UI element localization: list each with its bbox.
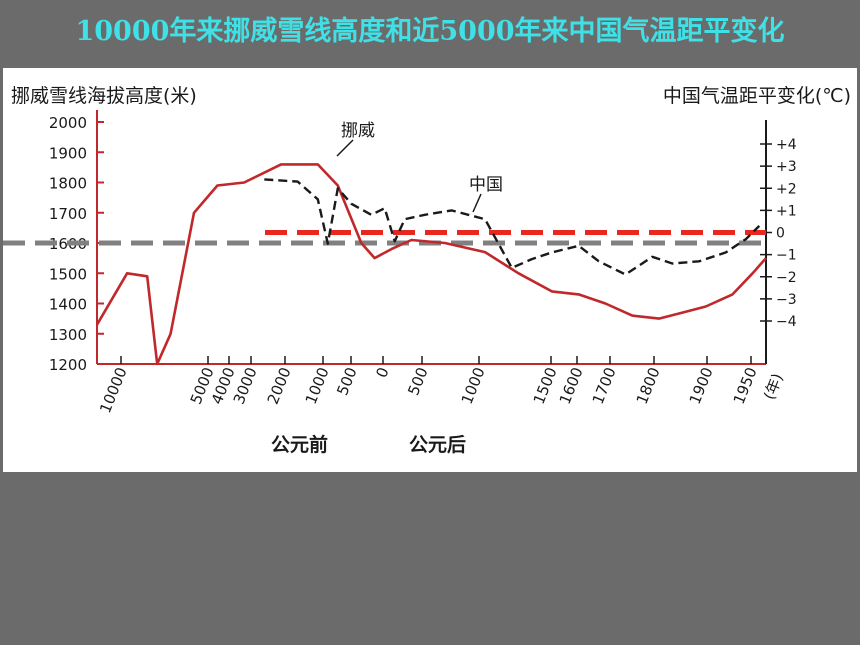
axes: [96, 110, 767, 365]
y-left-tick-label: 1400: [49, 296, 87, 314]
x-tick-label: 1700: [589, 365, 620, 407]
y-left-tick-label: 1500: [49, 265, 87, 283]
y-left-tick-label: 1900: [49, 144, 87, 162]
y-right-tick-label: −4: [776, 314, 797, 330]
x-tick-label: 1000: [302, 365, 333, 407]
x-tick-label: 500: [404, 365, 431, 398]
x-tick-label: 0: [372, 365, 392, 381]
y-right-tick-label: +2: [776, 181, 797, 197]
x-tick-label: 1900: [686, 365, 717, 407]
series-line-china: [264, 178, 761, 276]
x-tick-label: 1800: [633, 365, 664, 407]
y-left-tick-label: 1200: [49, 356, 87, 374]
chart-panel: 挪威雪线海拔高度(米) 中国气温距平变化(℃) 2000 1900 1800 1700…: [3, 68, 857, 472]
x-tick-label: 10000: [96, 365, 131, 416]
y-right-tick-label: +3: [776, 159, 797, 175]
slide-title: 10000年来挪威雪线高度和近5000年来中国气温距平变化: [75, 16, 785, 47]
reference-lines: [3, 230, 766, 246]
series-group: [95, 163, 767, 366]
x-unit-label: (年): [760, 371, 787, 403]
y-right-tick-label: −1: [776, 248, 797, 264]
callout-norway: [336, 139, 354, 157]
y-left-tick-label: 1300: [49, 326, 87, 344]
y-right-axis-label: 中国气温距平变化(℃): [663, 85, 851, 107]
x-tick-label: 1600: [556, 365, 587, 407]
era-label-ad: 公元后: [409, 434, 466, 456]
y-right-tick-label: −2: [776, 270, 797, 286]
x-tick-label: 500: [333, 365, 360, 398]
chart-svg: 挪威雪线海拔高度(米) 中国气温距平变化(℃) 2000 1900 1800 1700…: [3, 85, 851, 456]
series-line-norway: [95, 163, 767, 366]
era-label-bc: 公元前: [271, 433, 328, 456]
x-tick-label: 1950: [730, 365, 761, 407]
series-label-norway: 挪威: [341, 121, 375, 141]
x-tick-label: 2000: [264, 365, 295, 407]
y-right-tick-label: 0: [776, 226, 785, 242]
y-right-tick-label: −3: [776, 292, 797, 308]
x-tick-label: 1000: [458, 365, 489, 407]
y-left-tick-label: 1800: [49, 175, 87, 193]
callout-china: [472, 193, 482, 213]
y-left-axis-label: 挪威雪线海拔高度(米): [11, 85, 197, 107]
y-left-tick-label: 1700: [49, 205, 87, 223]
y-left-ticks: 200019001800170016001500140013001200: [49, 114, 104, 374]
y-right-tick-label: +4: [776, 137, 797, 153]
y-left-tick-label: 2000: [49, 114, 87, 132]
y-right-tick-label: +1: [776, 203, 797, 219]
series-label-china: 中国: [469, 175, 503, 195]
